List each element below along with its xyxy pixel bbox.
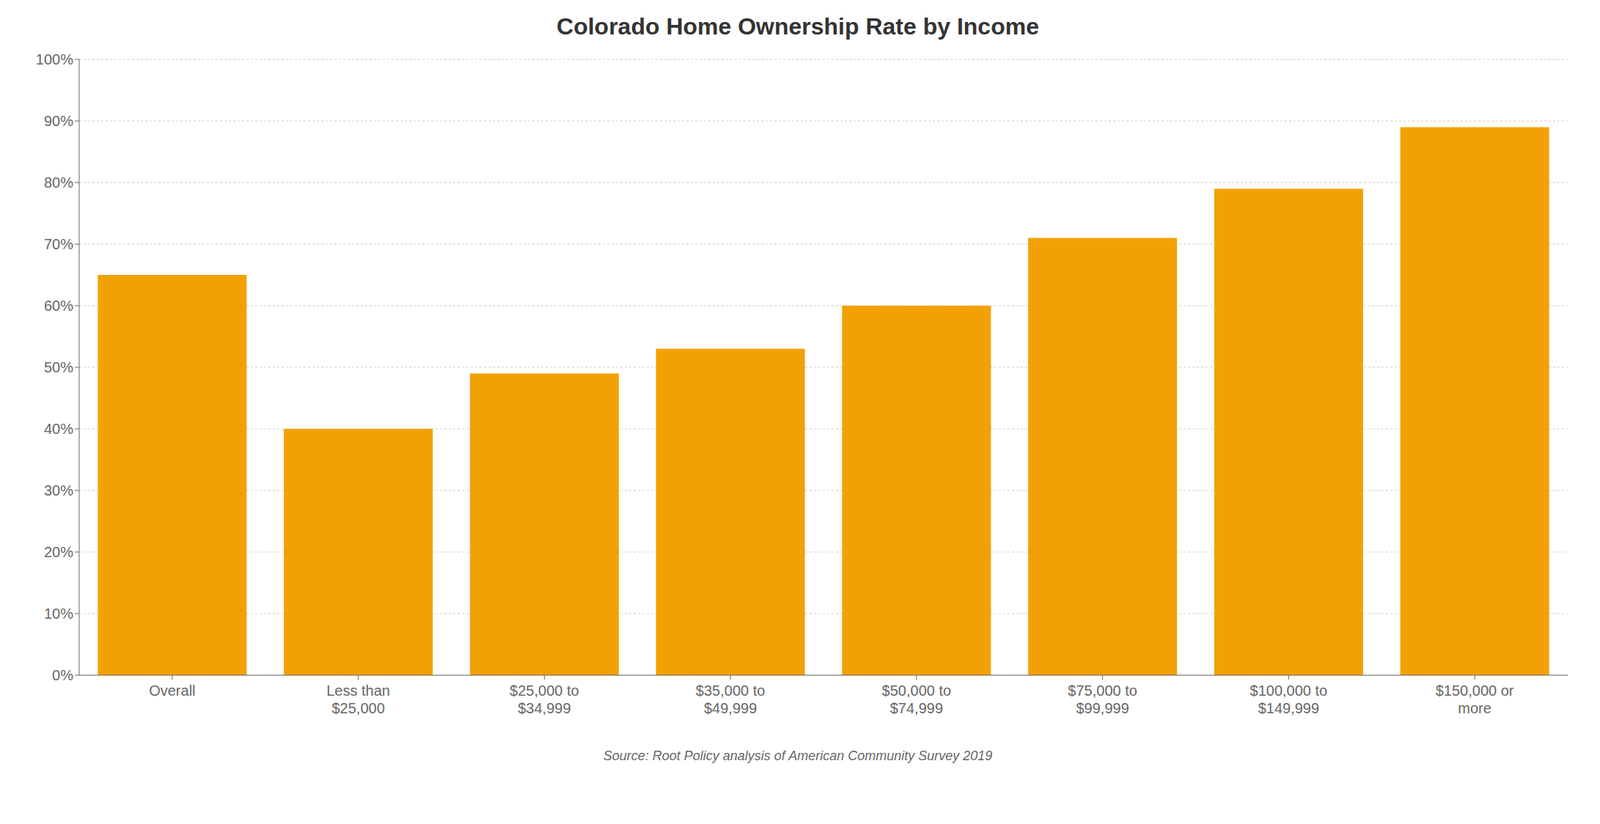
svg-text:$100,000 to$149,999: $100,000 to$149,999 <box>1250 682 1328 717</box>
svg-text:$35,000 to$49,999: $35,000 to$49,999 <box>695 682 766 717</box>
svg-text:$50,000 to$74,999: $50,000 to$74,999 <box>882 682 952 717</box>
svg-text:Less than$25,000: Less than$25,000 <box>326 682 391 717</box>
svg-text:$150,000 ormore: $150,000 ormore <box>1435 682 1515 717</box>
svg-text:50%: 50% <box>43 359 74 376</box>
svg-text:10%: 10% <box>43 605 74 622</box>
svg-text:0%: 0% <box>52 667 74 684</box>
svg-text:$75,000 to$99,999: $75,000 to$99,999 <box>1067 682 1138 717</box>
svg-text:80%: 80% <box>43 174 74 191</box>
svg-text:70%: 70% <box>43 236 74 253</box>
svg-text:40%: 40% <box>43 420 74 438</box>
svg-text:Overall: Overall <box>148 682 196 699</box>
html-text:Colorado Home Ownership Rate b: Colorado Home Ownership Rate by Income <box>556 13 1039 40</box>
svg-text:60%: 60% <box>43 297 74 314</box>
svg-text:30%: 30% <box>43 482 74 499</box>
svg-text:90%: 90% <box>43 112 74 130</box>
svg-text:100%: 100% <box>35 52 74 68</box>
svg-text:20%: 20% <box>43 544 74 561</box>
svg-text:$25,000 to$34,999: $25,000 to$34,999 <box>509 682 580 717</box>
html-text:Source: Root Policy analysis o: Source: Root Policy analysis of American… <box>603 748 993 764</box>
